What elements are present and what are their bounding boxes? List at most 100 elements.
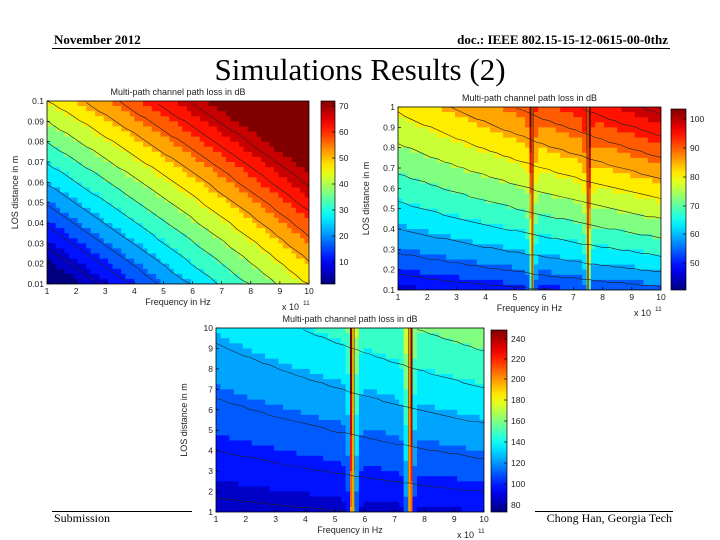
heat-cell bbox=[199, 253, 205, 260]
heat-cell bbox=[476, 249, 482, 256]
x-axis-multiplier: x 10 bbox=[634, 308, 651, 318]
heat-cell bbox=[415, 107, 421, 113]
heat-cell bbox=[634, 137, 640, 144]
heat-cell bbox=[516, 127, 522, 134]
heat-cell bbox=[243, 187, 249, 194]
heat-cell bbox=[212, 182, 218, 189]
heat-cell bbox=[468, 152, 474, 159]
heat-cell bbox=[647, 269, 653, 276]
heat-cell bbox=[191, 101, 197, 107]
heat-cell bbox=[173, 253, 179, 260]
heat-cell bbox=[551, 198, 557, 205]
heat-cell bbox=[274, 389, 280, 396]
heat-cell bbox=[415, 178, 421, 184]
heat-cell bbox=[143, 248, 149, 255]
heat-cell bbox=[490, 254, 496, 261]
heat-cell bbox=[243, 136, 249, 143]
heat-cell bbox=[590, 264, 596, 271]
heat-cell bbox=[216, 420, 222, 426]
heat-cell bbox=[99, 243, 105, 250]
heat-cell bbox=[160, 172, 166, 178]
heat-cell bbox=[538, 274, 544, 281]
heat-cell bbox=[459, 254, 465, 261]
heat-cell bbox=[634, 198, 640, 205]
heat-cell bbox=[138, 177, 144, 183]
heat-cell bbox=[260, 131, 266, 138]
heat-cell bbox=[121, 263, 127, 270]
heat-cell bbox=[81, 268, 87, 275]
heat-cell bbox=[639, 152, 645, 159]
heat-cell bbox=[625, 198, 631, 205]
heat-cell bbox=[590, 203, 596, 210]
heat-cell bbox=[173, 136, 179, 143]
heat-cell bbox=[191, 192, 197, 199]
heat-cell bbox=[643, 188, 649, 195]
heat-cell bbox=[160, 146, 166, 153]
heat-cell bbox=[68, 156, 74, 163]
heat-cell bbox=[516, 223, 522, 230]
heat-cell bbox=[656, 173, 661, 179]
heat-cell bbox=[160, 177, 166, 183]
heat-cell bbox=[419, 183, 425, 189]
heat-cell bbox=[169, 278, 175, 284]
heat-cell bbox=[538, 152, 544, 159]
heat-cell bbox=[291, 238, 297, 244]
heat-cell bbox=[47, 243, 52, 250]
heat-cell bbox=[590, 213, 596, 220]
heat-cell bbox=[51, 248, 57, 255]
heat-cell bbox=[77, 278, 83, 284]
heat-cell bbox=[604, 239, 609, 245]
heat-cell bbox=[269, 435, 275, 442]
heat-cell bbox=[252, 187, 258, 194]
heat-cell bbox=[498, 223, 504, 230]
heat-cell bbox=[256, 425, 262, 431]
heat-cell bbox=[547, 198, 553, 205]
heat-cell bbox=[226, 126, 231, 133]
heat-cell bbox=[468, 178, 474, 184]
heat-cell bbox=[634, 168, 640, 174]
heat-cell bbox=[647, 259, 653, 266]
heat-cell bbox=[411, 284, 417, 290]
heat-cell bbox=[494, 137, 500, 144]
heat-cell bbox=[525, 183, 531, 189]
heat-cell bbox=[428, 147, 434, 154]
heat-cell bbox=[555, 208, 561, 215]
heat-cell bbox=[238, 430, 244, 436]
heat-cell bbox=[169, 126, 175, 133]
heat-cell bbox=[490, 157, 496, 164]
heat-cell bbox=[621, 229, 627, 235]
heat-cell bbox=[463, 229, 469, 235]
heat-cell bbox=[164, 238, 170, 244]
heat-cell bbox=[630, 193, 636, 200]
heat-cell bbox=[551, 183, 557, 189]
heat-cell bbox=[60, 192, 66, 199]
heat-cell bbox=[224, 506, 230, 512]
heat-cell bbox=[256, 430, 262, 436]
heat-cell bbox=[516, 259, 522, 266]
heat-cell bbox=[138, 172, 144, 178]
heat-cell bbox=[533, 142, 539, 149]
heat-cell bbox=[77, 228, 83, 234]
heat-cell bbox=[138, 162, 144, 168]
heat-cell bbox=[533, 132, 539, 139]
heat-cell bbox=[204, 217, 210, 224]
heat-cell bbox=[274, 328, 280, 334]
heat-cell bbox=[226, 197, 231, 204]
heat-cell bbox=[643, 127, 649, 134]
heat-cell bbox=[247, 379, 253, 385]
heat-cell bbox=[229, 409, 235, 416]
heat-cell bbox=[51, 278, 57, 284]
heat-cell bbox=[617, 183, 623, 189]
heat-cell bbox=[208, 228, 214, 234]
heat-cell bbox=[238, 496, 244, 503]
heat-cell bbox=[533, 168, 539, 174]
heat-cell bbox=[191, 162, 197, 168]
heat-cell bbox=[125, 278, 131, 284]
heat-cell bbox=[274, 136, 280, 143]
heat-cell bbox=[406, 142, 412, 149]
heat-cell bbox=[186, 197, 192, 204]
heat-cell bbox=[525, 107, 531, 113]
heat-cell bbox=[204, 273, 210, 280]
heat-cell bbox=[103, 258, 109, 265]
heat-cell bbox=[47, 202, 52, 209]
